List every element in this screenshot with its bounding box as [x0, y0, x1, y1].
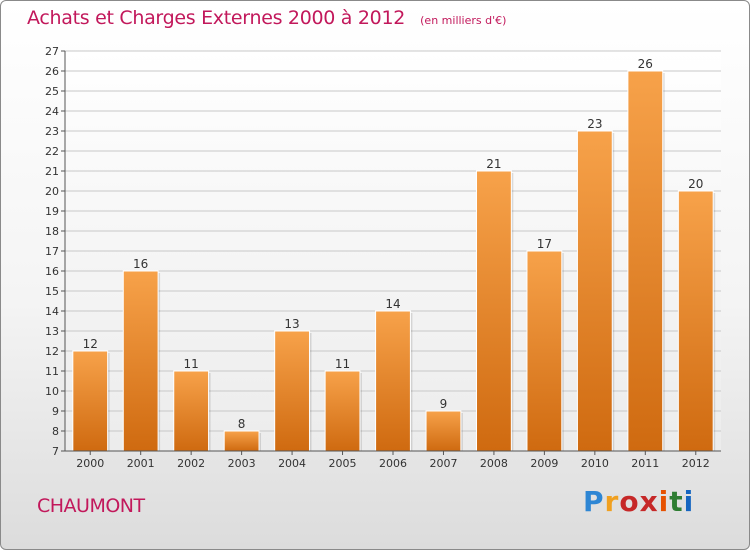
x-tick-label: 2005 — [329, 457, 357, 470]
data-label: 9 — [440, 397, 448, 411]
data-label: 17 — [537, 237, 552, 251]
bar — [173, 370, 210, 452]
x-tick-label: 2012 — [682, 457, 710, 470]
x-tick-label: 2006 — [379, 457, 407, 470]
data-label: 13 — [284, 317, 299, 331]
bar — [425, 410, 462, 452]
bar — [526, 250, 563, 452]
brand-letter: i — [658, 485, 670, 518]
y-tick-label: 12 — [45, 345, 59, 358]
y-tick-label: 10 — [45, 385, 59, 398]
chart-header: Achats et Charges Externes 2000 à 2012 (… — [27, 7, 506, 29]
y-tick-label: 7 — [52, 445, 59, 458]
bar — [72, 350, 109, 452]
data-label: 14 — [385, 297, 400, 311]
bar — [274, 330, 310, 452]
bar — [122, 270, 159, 452]
bar — [677, 190, 714, 452]
bar — [627, 70, 664, 452]
y-tick-label: 18 — [45, 225, 59, 238]
y-tick-label: 15 — [45, 285, 59, 298]
y-tick-label: 17 — [45, 245, 59, 258]
data-label: 21 — [486, 157, 501, 171]
brand-letter: o — [619, 485, 640, 518]
data-label: 12 — [83, 337, 98, 351]
city-name: CHAUMONT — [37, 495, 145, 517]
y-tick-label: 23 — [45, 125, 59, 138]
y-tick-label: 20 — [45, 185, 59, 198]
data-label: 26 — [638, 57, 653, 71]
data-label: 11 — [335, 357, 350, 371]
y-tick-label: 27 — [45, 45, 59, 58]
y-tick-label: 9 — [52, 405, 59, 418]
bar — [223, 430, 260, 452]
x-tick-label: 2000 — [76, 457, 104, 470]
y-tick-label: 8 — [52, 425, 59, 438]
x-tick-label: 2002 — [177, 457, 205, 470]
y-tick-label: 22 — [45, 145, 59, 158]
brand-letter: x — [639, 485, 659, 518]
y-tick-label: 14 — [45, 305, 59, 318]
bar — [375, 310, 411, 452]
x-tick-label: 2011 — [631, 457, 659, 470]
y-tick-label: 26 — [45, 65, 59, 78]
y-tick-label: 16 — [45, 265, 59, 278]
x-tick-label: 2007 — [429, 457, 457, 470]
brand-letter: t — [669, 485, 684, 518]
y-tick-label: 24 — [45, 105, 59, 118]
chart-units: (en milliers d'€) — [420, 14, 507, 27]
brand-letter: r — [604, 485, 620, 518]
data-label: 23 — [587, 117, 602, 131]
y-tick-label: 13 — [45, 325, 59, 338]
data-label: 8 — [238, 417, 246, 431]
brand-letter: i — [683, 485, 695, 518]
x-tick-label: 2003 — [228, 457, 256, 470]
bar — [576, 130, 613, 452]
bar — [476, 170, 512, 452]
proxiti-logo[interactable]: Proxiti — [583, 485, 694, 518]
x-tick-label: 2008 — [480, 457, 508, 470]
data-label: 11 — [184, 357, 199, 371]
brand-letter: P — [583, 485, 605, 518]
y-tick-label: 11 — [45, 365, 59, 378]
x-tick-label: 2001 — [127, 457, 155, 470]
x-tick-label: 2004 — [278, 457, 306, 470]
data-label: 20 — [688, 177, 703, 191]
data-label: 16 — [133, 257, 148, 271]
x-tick-label: 2010 — [581, 457, 609, 470]
y-tick-label: 25 — [45, 85, 59, 98]
x-tick-label: 2009 — [530, 457, 558, 470]
y-tick-label: 19 — [45, 205, 59, 218]
chart-title: Achats et Charges Externes 2000 à 2012 — [27, 7, 406, 29]
bar — [324, 370, 361, 452]
y-tick-label: 21 — [45, 165, 59, 178]
